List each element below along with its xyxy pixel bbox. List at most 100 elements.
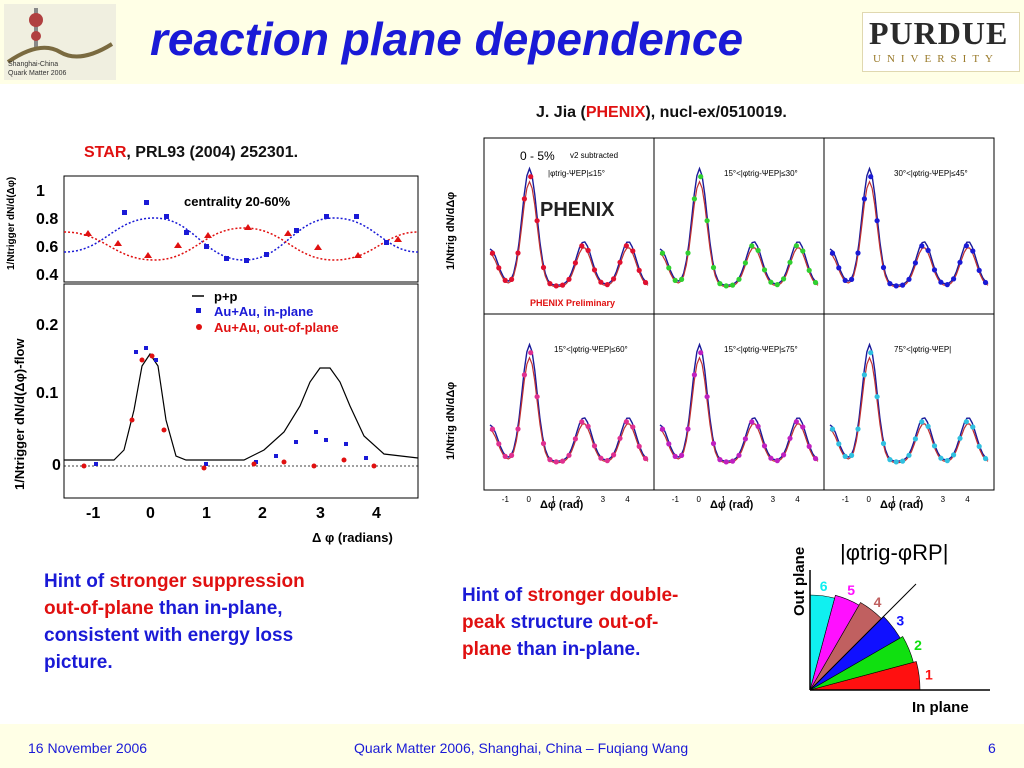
phenix-data-point: [768, 455, 774, 461]
phenix-panel-grid: |φtrig-ΨEP|≤15° 15°<|φtrig-ΨEP|≤30° 30°<|φ…: [483, 137, 995, 504]
phenix-data-point: [919, 419, 925, 425]
star-xtick-4: 4: [372, 505, 381, 522]
phenix-data-point: [496, 441, 502, 447]
phenix-xtick: 1: [721, 495, 726, 504]
phenix-data-point: [723, 283, 729, 289]
phenix-citation: J. Jia (PHENIX), nucl-ex/0510019.: [536, 104, 787, 122]
star-top-ytick-06: 0.6: [36, 239, 58, 256]
phenix-panel-label: 15°<|φtrig-ΨEP|≤30°: [724, 169, 798, 178]
star-centrality-label: centrality 20-60%: [184, 194, 291, 209]
star-lab: STAR: [84, 144, 127, 161]
phenix-data-point: [806, 443, 812, 449]
star-citation: STAR, PRL93 (2004) 252301.: [84, 144, 298, 162]
phenix-xtick: 3: [601, 495, 606, 504]
phenix-data-point: [893, 283, 899, 289]
phenix-data-point: [849, 452, 855, 458]
phenix-data-point: [642, 455, 649, 462]
phenix-data-point: [829, 250, 836, 256]
phenix-xtick: 4: [625, 495, 630, 504]
phenix-data-point: [666, 265, 672, 271]
phenix-figure: 1/Ntrig dN/dΔφ 1/Ntrig dN/dΔφ |φtrig-ΨEP…: [440, 130, 1010, 525]
phenix-data-point: [755, 423, 761, 429]
phenix-data-point: [623, 243, 629, 249]
phenix-lab: PHENIX: [585, 104, 646, 121]
phenix-data-point: [787, 259, 793, 265]
phenix-xtick: 0: [527, 495, 532, 504]
phenix-xtick: -1: [672, 495, 680, 504]
phenix-xtick: -1: [502, 495, 510, 504]
phenix-panel-label: 30°<|φtrig-ΨEP|≤45°: [894, 169, 968, 178]
phenix-data-point: [970, 248, 976, 254]
angle-wedge-label: 1: [925, 666, 933, 682]
in-plane-label: In plane: [912, 699, 969, 716]
phenix-data-point: [560, 458, 566, 464]
phenix-data-point: [944, 458, 950, 464]
phenix-panel-frame: [653, 313, 825, 491]
phenix-data-point: [912, 436, 918, 442]
phenix-data-point: [812, 279, 819, 286]
phenix-data-point: [800, 248, 806, 254]
phenix-data-point: [963, 419, 970, 425]
footer-center: Quark Matter 2006, Shanghai, China – Fuq…: [354, 740, 689, 756]
phenix-data-point: [591, 267, 598, 273]
phenix-xtick: 2: [576, 495, 581, 504]
phenix-data-point: [659, 426, 666, 432]
phenix-data-point: [496, 265, 502, 271]
angle-wedge-label: 3: [896, 613, 904, 629]
phenix-data-point: [691, 196, 697, 202]
phenix-data-point: [880, 440, 887, 447]
star-top-ylabel: 1/Ntrigger dN/d(Δφ): [6, 177, 17, 270]
phenix-data-point: [893, 459, 899, 465]
phenix-xlabel-3: Δφ (rad): [880, 499, 924, 511]
phenix-data-point: [585, 423, 591, 429]
phenix-panel-label: 15°<|φtrig-ΨEP|≤60°: [554, 345, 628, 354]
page-title: reaction plane dependence: [150, 13, 744, 65]
phenix-data-point: [880, 264, 887, 271]
phenix-data-point: [842, 277, 848, 283]
phenix-xtick: -1: [842, 495, 850, 504]
phenix-data-point: [489, 250, 496, 256]
star-top-ytick-1: 1: [36, 183, 45, 200]
phenix-data-point: [749, 419, 755, 425]
phenix-data-point: [957, 259, 963, 265]
angle-wedge-5: [809, 594, 860, 691]
phenix-data-point: [672, 453, 678, 459]
phenix-data-point: [528, 174, 534, 180]
phenix-data-point: [781, 276, 787, 282]
hint-left-p1: Hint of: [44, 571, 110, 592]
angle-wedge-2: [809, 636, 914, 691]
phenix-data-point: [768, 279, 774, 285]
phenix-xtick: 4: [965, 495, 970, 504]
phenix-xtick: 3: [771, 495, 776, 504]
phenix-data-point: [742, 260, 748, 266]
phenix-xlabel-1: Δφ (rad): [540, 499, 584, 511]
logo-text-line1: Shanghai-China: [8, 61, 58, 68]
hint-left-p4: picture.: [44, 652, 113, 673]
angle-formula: |φtrig-φRP|: [840, 540, 948, 565]
phenix-data-point: [730, 282, 736, 288]
phenix-data-point: [906, 452, 912, 458]
phenix-panel-frame: [483, 313, 655, 491]
phenix-data-point: [855, 426, 861, 432]
phenix-data-point: [963, 243, 970, 249]
phenix-data-point: [931, 267, 938, 273]
phenix-data-point: [623, 419, 629, 425]
hint-left-p2: than in-plane,: [153, 598, 283, 619]
phenix-xtick: 0: [867, 495, 872, 504]
phenix-data-point: [900, 458, 906, 464]
qm2006-logo: Shanghai-China Quark Matter 2006: [0, 0, 120, 84]
star-top-red-curve: [63, 227, 419, 261]
star-xtick-2: 2: [258, 505, 267, 522]
phenix-xtick: 2: [746, 495, 751, 504]
phenix-data-point: [900, 282, 906, 288]
phenix-data-point: [717, 457, 723, 463]
phenix-ylabel-top: 1/Ntrig dN/dΔφ: [445, 192, 457, 270]
hint-left-r1: stronger suppression: [109, 571, 305, 592]
phenix-data-point: [774, 458, 780, 464]
logo-text-line2: Quark Matter 2006: [8, 70, 66, 77]
phenix-data-point: [887, 457, 893, 463]
phenix-panel-label: 75°<|φtrig-ΨEP|: [894, 345, 951, 354]
phenix-data-point: [925, 423, 931, 429]
phenix-data-point: [672, 277, 678, 283]
